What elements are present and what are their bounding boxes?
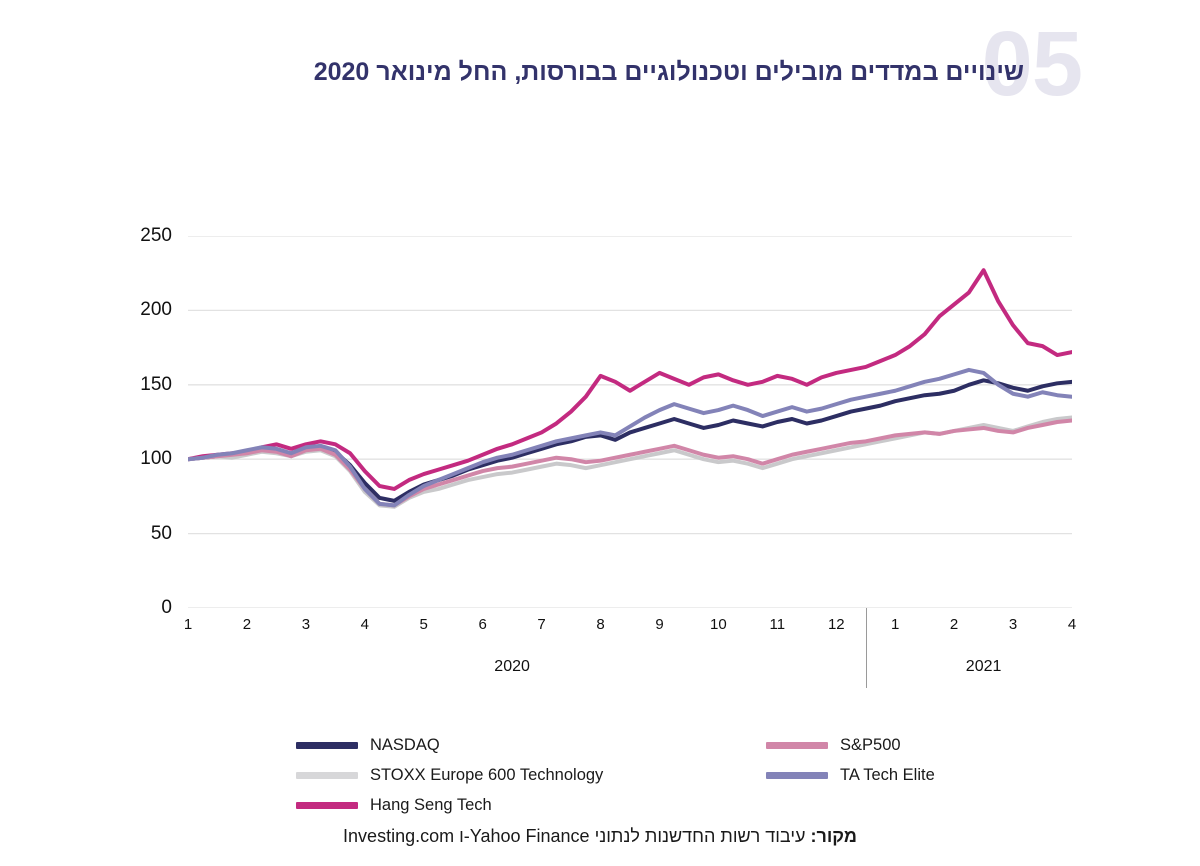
legend-color-swatch xyxy=(296,802,358,809)
x-axis-labels: 1 2 3 4 5 6 7 8 9 10 11 12 1 2 3 4 xyxy=(184,616,1076,646)
source-text-ltr: Investing.com ו-Yahoo Finance xyxy=(343,826,590,846)
legend-item[interactable]: S&P500 xyxy=(766,736,901,755)
year-divider xyxy=(865,608,867,688)
x-tick-label: 11 xyxy=(769,616,786,633)
y-tick-label: 100 xyxy=(140,448,172,470)
y-tick-label: 200 xyxy=(140,299,172,321)
source-note: מקור: עיבוד רשות החדשנות לנתוני Investin… xyxy=(0,826,1200,847)
slide-number: 05 xyxy=(981,13,1083,115)
legend-label: Hang Seng Tech xyxy=(370,796,492,814)
x-axis-year-label: 2021 xyxy=(965,658,1002,675)
legend-item[interactable]: STOXX Europe 600 Technology xyxy=(296,766,603,785)
x-tick-label: 10 xyxy=(710,616,727,633)
source-label: מקור: xyxy=(810,826,857,846)
y-tick-label: 0 xyxy=(161,597,172,618)
x-tick-label: 1 xyxy=(183,616,193,633)
legend-label: STOXX Europe 600 Technology xyxy=(370,766,604,784)
chart-header: 05 שינויים במדדים מובילים וטכנולוגיים בב… xyxy=(0,0,1200,150)
legend-item[interactable]: NASDAQ xyxy=(296,736,440,755)
chart-container: 0 50 100 150 200 250 1 2 3 4 5 6 7 8 9 10 11 12 1 2 3 4 2020… xyxy=(0,150,1200,710)
legend-color-swatch xyxy=(766,742,828,749)
x-tick-label: 4 xyxy=(1067,616,1077,633)
x-tick-label: 6 xyxy=(478,616,487,633)
x-tick-label: 7 xyxy=(537,616,546,633)
x-tick-label: 12 xyxy=(827,616,845,633)
x-tick-label: 9 xyxy=(655,616,664,633)
y-tick-label: 50 xyxy=(150,522,172,544)
x-tick-label: 3 xyxy=(301,616,311,633)
line-chart-svg xyxy=(188,236,1072,608)
y-tick-label: 250 xyxy=(140,225,172,246)
y-tick-label: 150 xyxy=(140,373,172,395)
x-tick-label: 2 xyxy=(949,616,959,633)
legend-label: TA Tech Elite xyxy=(840,766,935,784)
x-tick-label: 5 xyxy=(419,616,428,633)
legend-label: NASDAQ xyxy=(370,736,440,754)
legend-label: S&P500 xyxy=(840,736,901,754)
y-axis-labels: 0 50 100 150 200 250 xyxy=(110,225,172,618)
plot-area xyxy=(188,236,1072,608)
legend-color-swatch xyxy=(766,772,828,779)
page-title: שינויים במדדים מובילים וטכנולוגיים בבורס… xyxy=(313,58,1024,86)
chart-legend: NASDAQ STOXX Europe 600 Technology Hang Se… xyxy=(0,722,1200,818)
legend-item[interactable]: Hang Seng Tech xyxy=(296,796,492,815)
x-tick-label: 8 xyxy=(596,616,605,633)
x-axis-year-labels: 2020 2021 xyxy=(188,658,1072,686)
legend-color-swatch xyxy=(296,772,358,779)
legend-item[interactable]: TA Tech Elite xyxy=(766,766,935,785)
legend-color-swatch xyxy=(296,742,358,749)
source-text-rtl: עיבוד רשות החדשנות לנתוני xyxy=(594,826,806,846)
x-tick-label: 3 xyxy=(1008,616,1018,633)
x-axis-year-label: 2020 xyxy=(494,658,530,675)
x-tick-label: 4 xyxy=(360,616,369,633)
x-tick-label: 2 xyxy=(242,616,252,633)
x-tick-label: 1 xyxy=(891,616,900,633)
